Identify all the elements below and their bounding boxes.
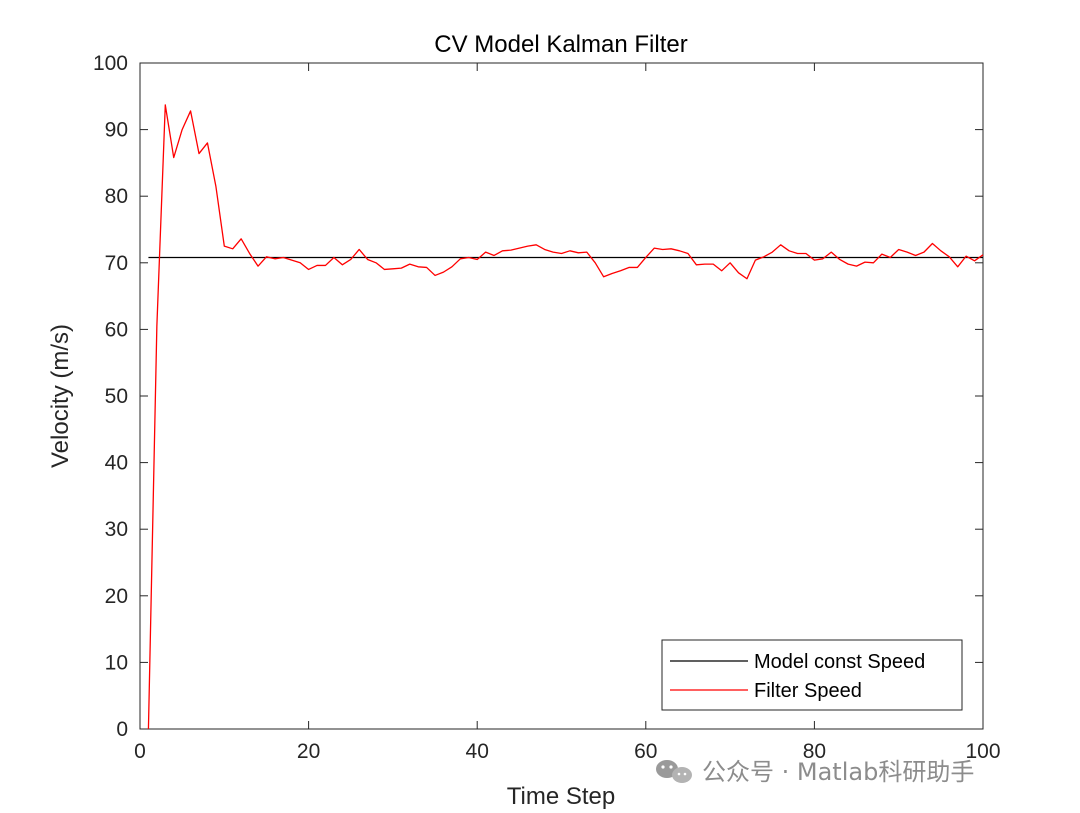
series-line-filter-speed xyxy=(147,104,984,730)
legend: Model const Speed Filter Speed xyxy=(661,639,963,711)
x-axis: 0 20 40 60 80 100 xyxy=(134,63,1001,763)
x-axis-label: Time Step xyxy=(507,783,615,810)
y-tick-label: 60 xyxy=(105,318,128,341)
chart-title: CV Model Kalman Filter xyxy=(434,31,687,58)
y-axis: 0 10 20 30 40 50 60 70 80 90 100 xyxy=(93,52,983,741)
axes-frame xyxy=(139,62,984,730)
legend-label-model: Model const Speed xyxy=(754,651,925,673)
legend-box xyxy=(661,639,963,711)
y-tick-label: 10 xyxy=(105,651,128,674)
plot-area xyxy=(139,62,984,730)
y-tick-label: 20 xyxy=(105,585,128,608)
wechat-icon xyxy=(656,760,692,783)
watermark: 公众号 · Matlab科研助手 xyxy=(656,758,974,786)
y-tick-label: 80 xyxy=(105,185,128,208)
x-tick-label: 0 xyxy=(134,740,146,763)
x-tick-label: 80 xyxy=(803,740,826,763)
y-tick-label: 100 xyxy=(93,52,128,75)
y-tick-label: 30 xyxy=(105,518,128,541)
x-tick-label: 100 xyxy=(965,740,1000,763)
x-tick-label: 40 xyxy=(466,740,489,763)
y-tick-label: 50 xyxy=(105,385,128,408)
x-tick-label: 60 xyxy=(634,740,657,763)
y-tick-label: 40 xyxy=(105,452,128,475)
series-layer xyxy=(147,104,984,730)
y-axis-label: Velocity (m/s) xyxy=(47,324,74,468)
legend-label-filter: Filter Speed xyxy=(754,680,862,702)
watermark-text: 公众号 · Matlab科研助手 xyxy=(702,758,974,786)
x-tick-label: 20 xyxy=(297,740,320,763)
y-tick-label: 0 xyxy=(116,718,128,741)
y-tick-label: 70 xyxy=(105,252,128,275)
y-tick-label: 90 xyxy=(105,119,128,142)
